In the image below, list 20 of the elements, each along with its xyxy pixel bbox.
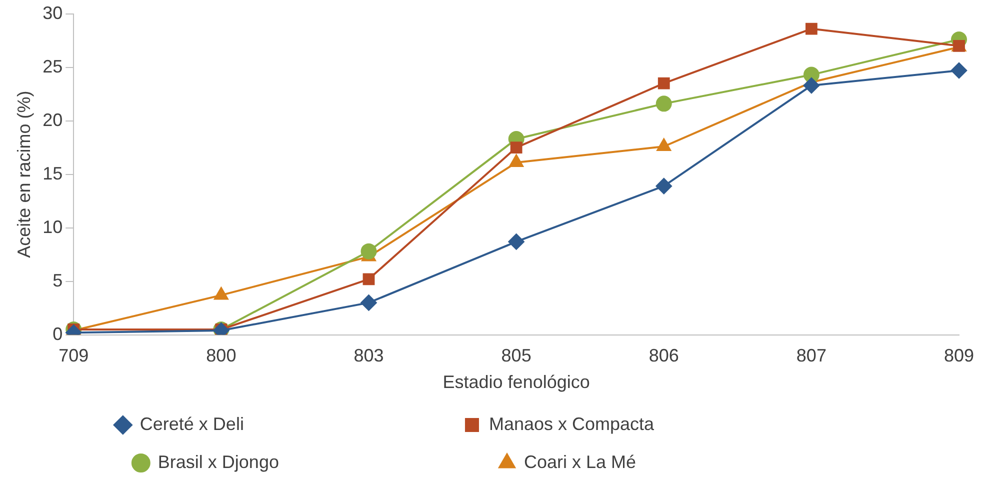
x-tick-label: 806 (648, 346, 679, 366)
legend-label: Coari x La Mé (524, 452, 836, 472)
x-tick-label: 805 (501, 346, 532, 366)
y-tick-label: 20 (42, 110, 63, 130)
legend-label: Brasil x Djongo (158, 452, 480, 472)
y-tick-label: 10 (42, 216, 63, 237)
y-tick-label: 30 (42, 2, 63, 23)
x-tick-label: 807 (796, 346, 826, 366)
legend-label: Manaos x Compacta (488, 414, 854, 434)
x-tick-label: 809 (944, 346, 974, 366)
x-tick-label: 709 (58, 346, 89, 366)
y-tick-label: 5 (52, 270, 63, 290)
x-tick-label: 800 (206, 346, 236, 366)
y-tick-label: 25 (42, 56, 63, 76)
x-tick-label: 803 (354, 346, 384, 366)
legend-label: Cereté x Deli (140, 414, 444, 434)
y-tick-label: 15 (42, 163, 63, 184)
y-axis-title: Aceite en racimo (%) (14, 90, 34, 258)
y-tick-label: 0 (52, 324, 63, 344)
x-axis-title: Estadio fenológico (442, 372, 590, 392)
